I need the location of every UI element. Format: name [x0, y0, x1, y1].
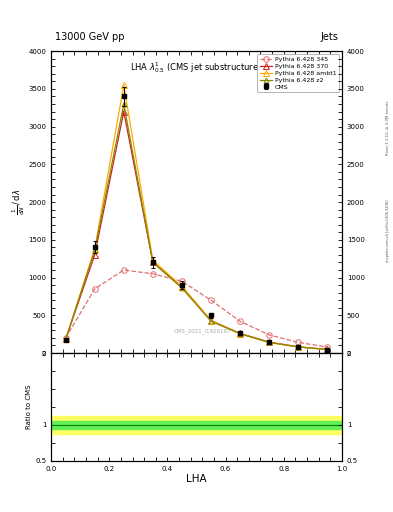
Pythia 6.428 370: [180, 284, 184, 290]
Text: LHA $\lambda^{1}_{0.5}$ (CMS jet substructure): LHA $\lambda^{1}_{0.5}$ (CMS jet substru…: [130, 60, 263, 75]
Pythia 6.428 ambt1: [151, 257, 155, 263]
Pythia 6.428 ambt1: [63, 336, 68, 343]
Pythia 6.428 z2: [180, 285, 184, 291]
Pythia 6.428 z2: [151, 260, 155, 266]
Pythia 6.428 ambt1: [296, 344, 301, 350]
Pythia 6.428 345: [238, 318, 242, 325]
Line: Pythia 6.428 345: Pythia 6.428 345: [63, 267, 330, 350]
X-axis label: LHA: LHA: [186, 475, 207, 484]
Line: Pythia 6.428 ambt1: Pythia 6.428 ambt1: [63, 82, 330, 352]
Pythia 6.428 370: [121, 109, 126, 115]
Pythia 6.428 ambt1: [180, 284, 184, 290]
Pythia 6.428 370: [151, 260, 155, 266]
Pythia 6.428 345: [151, 271, 155, 277]
Pythia 6.428 z2: [325, 347, 330, 353]
Pythia 6.428 370: [209, 317, 213, 324]
Pythia 6.428 z2: [63, 336, 68, 343]
Pythia 6.428 ambt1: [325, 347, 330, 353]
Pythia 6.428 345: [180, 278, 184, 284]
Y-axis label: $\frac{1}{\mathrm{d}N}\,/\,\mathrm{d}\lambda$: $\frac{1}{\mathrm{d}N}\,/\,\mathrm{d}\la…: [11, 189, 27, 215]
Line: Pythia 6.428 z2: Pythia 6.428 z2: [63, 101, 330, 352]
Pythia 6.428 z2: [121, 101, 126, 107]
Text: 13000 GeV pp: 13000 GeV pp: [55, 32, 125, 42]
Pythia 6.428 345: [63, 335, 68, 341]
Pythia 6.428 370: [296, 344, 301, 350]
Text: mcplots.cern.ch [arXiv:1306.3436]: mcplots.cern.ch [arXiv:1306.3436]: [386, 199, 390, 262]
Pythia 6.428 345: [121, 267, 126, 273]
Bar: [51, 416, 342, 434]
Pythia 6.428 345: [92, 286, 97, 292]
Pythia 6.428 345: [296, 339, 301, 346]
Pythia 6.428 370: [267, 339, 272, 345]
Pythia 6.428 z2: [92, 247, 97, 253]
Pythia 6.428 ambt1: [238, 331, 242, 337]
Text: Jets: Jets: [320, 32, 338, 42]
Pythia 6.428 z2: [238, 331, 242, 337]
Pythia 6.428 ambt1: [121, 82, 126, 88]
Pythia 6.428 370: [325, 346, 330, 352]
Pythia 6.428 345: [209, 297, 213, 303]
Text: Rivet 3.1.10, ≥ 3.3M events: Rivet 3.1.10, ≥ 3.3M events: [386, 101, 390, 155]
Pythia 6.428 z2: [296, 344, 301, 350]
Text: CMS_2021_I1920187: CMS_2021_I1920187: [174, 328, 231, 334]
Pythia 6.428 ambt1: [92, 246, 97, 252]
Pythia 6.428 370: [92, 252, 97, 258]
Pythia 6.428 z2: [209, 318, 213, 325]
Y-axis label: Ratio to CMS: Ratio to CMS: [26, 385, 32, 429]
Pythia 6.428 ambt1: [267, 339, 272, 346]
Pythia 6.428 ambt1: [209, 317, 213, 324]
Pythia 6.428 370: [63, 336, 68, 343]
Pythia 6.428 345: [325, 344, 330, 350]
Pythia 6.428 345: [267, 332, 272, 338]
Bar: [51, 420, 342, 429]
Pythia 6.428 z2: [267, 339, 272, 346]
Line: Pythia 6.428 370: Pythia 6.428 370: [63, 109, 330, 352]
Legend: Pythia 6.428 345, Pythia 6.428 370, Pythia 6.428 ambt1, Pythia 6.428 z2, CMS: Pythia 6.428 345, Pythia 6.428 370, Pyth…: [257, 54, 339, 92]
Pythia 6.428 370: [238, 330, 242, 336]
